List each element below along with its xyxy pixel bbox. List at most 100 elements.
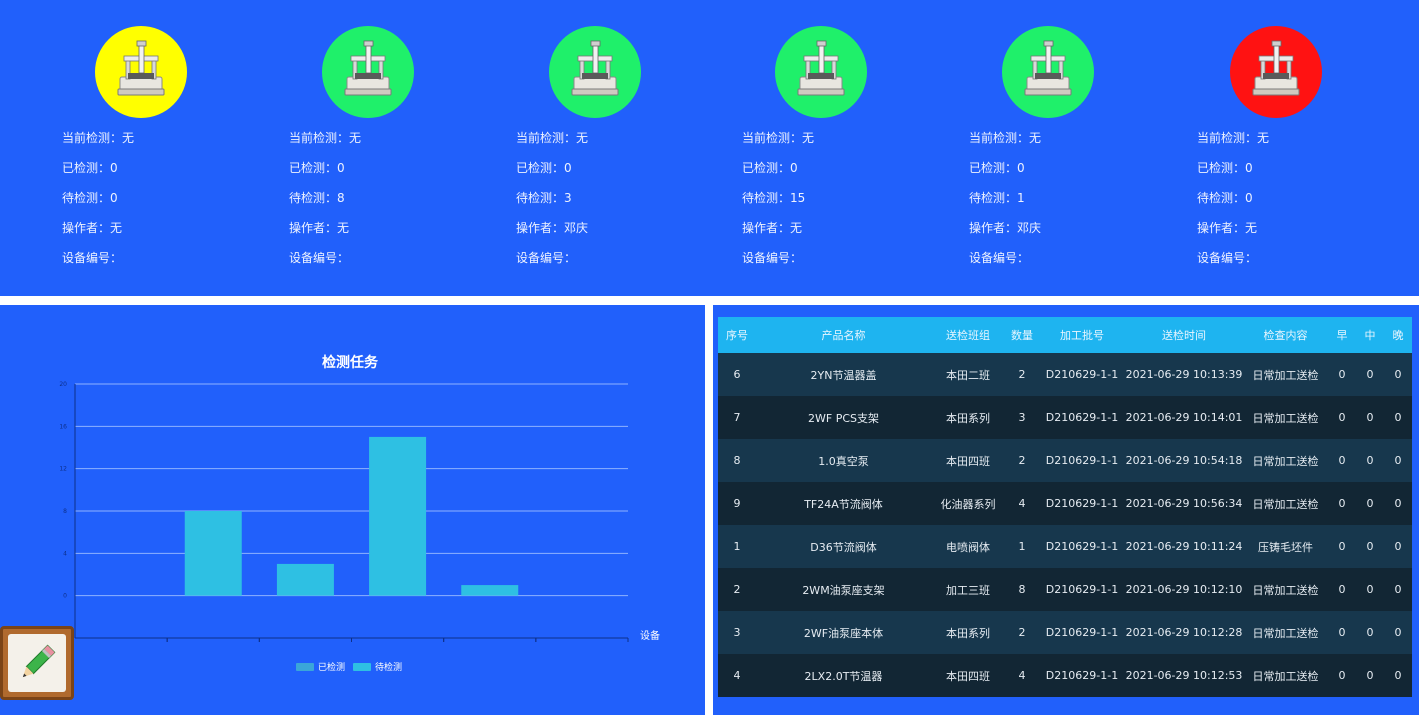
column-header[interactable]: 送检时间 [1162,329,1206,342]
inspected-label: 已检测： [289,161,338,175]
pending-count: 待检测：3 [516,190,588,220]
device-number-label: 设备编号： [969,251,1030,265]
table-cell: 0 [1366,497,1374,510]
table-row[interactable]: 7 2WF PCS支架 本田系列 3 D210629-1-1 2021-06-29 10:… [718,396,1412,439]
machine-card-3[interactable]: 当前检测：无 已检测：0 待检测：3 操作者：邓庆 设备编号： [516,26,736,286]
current-inspection-label: 当前检测： [969,131,1030,145]
cmm-machine-icon [1024,40,1072,96]
table-cell: 8 [733,454,741,467]
table-cell: 0 [1366,368,1374,381]
table-cell: 0 [1366,411,1374,424]
table-cell: 0 [1394,540,1402,553]
column-header[interactable]: 晚 [1392,329,1404,342]
column-header[interactable]: 检查内容 [1263,329,1308,342]
table-row[interactable]: 6 2YN节温器盖 本田二班 2 D210629-1-1 2021-06-29 10:13… [718,353,1412,396]
table-cell: D210629-1-1 [1045,583,1119,596]
pending-count: 待检测：8 [289,190,361,220]
table-cell: 0 [1338,411,1346,424]
column-header[interactable]: 序号 [726,329,748,342]
device-number: 设备编号： [516,250,588,280]
device-number-label: 设备编号： [1197,251,1258,265]
table-cell: 本田系列 [946,411,990,425]
table-cell: 3 [1018,411,1026,424]
table-cell: 2021-06-29 10:13:39 [1125,368,1243,381]
table-cell: 0 [1338,454,1346,467]
edit-button[interactable] [0,626,74,700]
table-cell: 2WF PCS支架 [808,411,879,425]
operator-value: 邓庆 [1017,221,1042,235]
table-cell: 加工三班 [946,583,990,597]
column-header[interactable]: 数量 [1011,329,1033,342]
operator-label: 操作者： [516,221,565,235]
table-row[interactable]: 2 2WM油泵座支架 加工三班 8 D210629-1-1 2021-06-29 10:1… [718,568,1412,611]
table-cell: 2 [1018,454,1026,467]
table-cell: 电喷阀体 [946,540,990,554]
inspected-value: 0 [1245,161,1253,175]
current-inspection: 当前检测：无 [969,130,1041,160]
y-tick-label: 12 [59,466,67,473]
inspected-value: 0 [337,161,345,175]
pending-label: 待检测： [969,191,1018,205]
column-header[interactable]: 产品名称 [821,329,866,342]
device-number-label: 设备编号： [742,251,803,265]
table-cell: 2021-06-29 10:12:28 [1125,626,1243,639]
table-cell: 日常加工送检 [1252,583,1319,597]
current-inspection: 当前检测：无 [62,130,134,160]
table-cell: 1.0真空泵 [818,454,869,468]
pending-value: 0 [1245,191,1253,205]
table-cell: 2021-06-29 10:12:10 [1125,583,1243,596]
operator-value: 无 [337,221,350,235]
legend-swatch [353,663,371,671]
table-cell: 0 [1338,497,1346,510]
inspected-label: 已检测： [969,161,1018,175]
pending-count: 待检测：1 [969,190,1041,220]
current-inspection-value: 无 [1029,131,1042,145]
table-cell: D210629-1-1 [1045,368,1119,381]
table-cell: 压铸毛坯件 [1258,540,1313,554]
column-header[interactable]: 早 [1336,329,1348,342]
table-row[interactable]: 3 2WF油泵座本体 本田系列 2 D210629-1-1 2021-06-29 10:1… [718,611,1412,654]
y-tick-label: 0 [63,593,67,600]
column-header[interactable]: 加工批号 [1060,329,1104,342]
machine-card-1[interactable]: 当前检测：无 已检测：0 待检测：0 操作者：无 设备编号： [62,26,282,286]
table-cell: 4 [1018,669,1026,682]
operator-label: 操作者： [969,221,1018,235]
table-row[interactable]: 8 1.0真空泵 本田四班 2 D210629-1-1 2021-06-29 10:54:… [718,439,1412,482]
machine-stats: 当前检测：无 已检测：0 待检测：15 操作者：无 设备编号： [742,130,814,280]
table-cell: 日常加工送检 [1252,669,1319,683]
machine-status-indicator [1002,26,1094,118]
machine-card-2[interactable]: 当前检测：无 已检测：0 待检测：8 操作者：无 设备编号： [289,26,509,286]
current-inspection-value: 无 [1257,131,1270,145]
table-row[interactable]: 1 D36节流阀体 电喷阀体 1 D210629-1-1 2021-06-29 10:11… [718,525,1412,568]
column-header[interactable]: 中 [1364,329,1376,342]
machine-card-5[interactable]: 当前检测：无 已检测：0 待检测：1 操作者：邓庆 设备编号： [969,26,1189,286]
device-number: 设备编号： [1197,250,1269,280]
table-cell: 2021-06-29 10:11:24 [1125,540,1243,553]
machine-card-6[interactable]: 当前检测：无 已检测：0 待检测：0 操作者：无 设备编号： [1197,26,1417,286]
table-row[interactable]: 9 TF24A节流阀体 化油器系列 4 D210629-1-1 2021-06-29 10… [718,482,1412,525]
machine-card-4[interactable]: 当前检测：无 已检测：0 待检测：15 操作者：无 设备编号： [742,26,962,286]
current-inspection-value: 无 [576,131,589,145]
operator-label: 操作者： [62,221,111,235]
table-cell: TF24A节流阀体 [804,497,883,511]
table-cell: 2WF油泵座本体 [803,626,884,640]
current-inspection-value: 无 [802,131,815,145]
legend-swatch [296,663,314,671]
table-cell: 化油器系列 [940,497,996,511]
table-cell: 0 [1338,368,1346,381]
inspected-label: 已检测： [62,161,111,175]
pending-value: 3 [564,191,572,205]
table-row[interactable]: 4 2LX2.0T节温器 本田四班 4 D210629-1-1 2021-06-29 10… [718,654,1412,697]
table-cell: 0 [1338,583,1346,596]
current-inspection-value: 无 [122,131,135,145]
table-cell: 0 [1338,626,1346,639]
table-cell: 日常加工送检 [1252,626,1319,640]
table-cell: 本田二班 [946,368,990,382]
table-cell: 4 [1018,497,1026,510]
current-inspection-label: 当前检测： [1197,131,1258,145]
current-inspection: 当前检测：无 [1197,130,1269,160]
device-number-label: 设备编号： [516,251,577,265]
table-cell: 日常加工送检 [1252,454,1319,468]
pencil-icon [8,634,66,692]
column-header[interactable]: 送检班组 [946,329,990,342]
